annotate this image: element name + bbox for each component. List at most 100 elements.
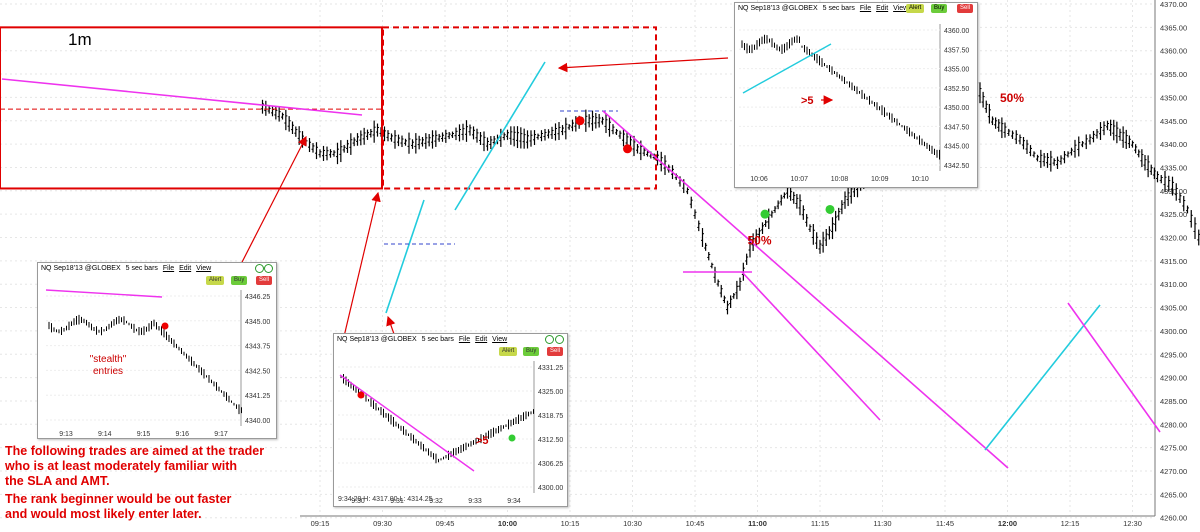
inset-caption: entries bbox=[93, 366, 123, 377]
y-tick-label: 4305.00 bbox=[1160, 304, 1187, 313]
trade-entry-dot bbox=[623, 144, 632, 154]
alert-button[interactable]: Alert bbox=[906, 4, 925, 13]
menu-view[interactable]: View bbox=[196, 265, 212, 272]
inset-titlebar[interactable]: NQ Sep18'13 @GLOBEX 5 sec bars File Edit… bbox=[334, 334, 567, 346]
bar-size-label[interactable]: 5 sec bars bbox=[421, 336, 454, 343]
inset-y-tick: 4325.00 bbox=[538, 389, 563, 396]
x-tick-label: 09:45 bbox=[436, 519, 455, 528]
magenta-trendline bbox=[339, 374, 475, 472]
menu-view[interactable]: View bbox=[893, 5, 909, 12]
menu-file[interactable]: File bbox=[458, 336, 471, 343]
breakout-range-box bbox=[382, 26, 657, 190]
pointer-arrow bbox=[557, 57, 729, 73]
menu-edit[interactable]: Edit bbox=[876, 5, 889, 12]
note-line: The rank beginner would be out faster bbox=[5, 492, 232, 506]
trade-entry-dot bbox=[357, 391, 365, 399]
note-line: The following trades are aimed at the tr… bbox=[5, 444, 265, 458]
bar-size-label[interactable]: 5 sec bars bbox=[125, 265, 158, 272]
y-tick-label: 4315.00 bbox=[1160, 257, 1187, 266]
y-tick-label: 4365.00 bbox=[1160, 23, 1187, 32]
inset-chart-middle[interactable]: NQ Sep18'13 @GLOBEX 5 sec bars File Edit… bbox=[333, 333, 568, 507]
instrument-label: NQ Sep18'13 @GLOBEX bbox=[738, 5, 818, 12]
inset-y-tick: 4318.75 bbox=[538, 413, 563, 420]
link-green-icon[interactable] bbox=[555, 335, 564, 344]
link-green-icon[interactable] bbox=[255, 264, 264, 273]
x-tick-label: 12:30 bbox=[1123, 519, 1142, 528]
inset-x-tick: 9:15 bbox=[137, 431, 151, 438]
cyan-trendline bbox=[742, 43, 832, 94]
menu-edit[interactable]: Edit bbox=[475, 336, 488, 343]
inset-y-tick: 4331.25 bbox=[538, 365, 563, 372]
annotation-label: 50% bbox=[1000, 91, 1024, 105]
inset-y-tick: 4346.25 bbox=[245, 294, 270, 301]
x-tick-label: 10:30 bbox=[623, 519, 642, 528]
trader-note: The following trades are aimed at the tr… bbox=[5, 444, 264, 522]
y-tick-label: 4350.00 bbox=[1160, 93, 1187, 102]
trade-entry-dot bbox=[760, 209, 770, 219]
inset-x-tick: 9:17 bbox=[214, 431, 228, 438]
inset-y-tick: 4343.75 bbox=[245, 344, 270, 351]
sell-button[interactable]: Sell bbox=[256, 276, 273, 285]
inset-y-tick: 4342.50 bbox=[944, 163, 969, 170]
note-line: who is at least moderately familiar with bbox=[5, 459, 238, 473]
magenta-trendline bbox=[602, 110, 1009, 469]
menu-file[interactable]: File bbox=[859, 5, 872, 12]
sell-button[interactable]: Sell bbox=[547, 347, 564, 356]
buy-button[interactable]: Buy bbox=[523, 347, 540, 356]
inset-caption: "stealth" bbox=[90, 354, 127, 365]
x-tick-label: 10:45 bbox=[686, 519, 705, 528]
buy-button[interactable]: Buy bbox=[931, 4, 948, 13]
y-tick-label: 4265.00 bbox=[1160, 490, 1187, 499]
x-tick-label: 11:30 bbox=[873, 519, 891, 528]
trade-entry-dot bbox=[161, 322, 169, 330]
alert-button[interactable]: Alert bbox=[499, 347, 518, 356]
inset-x-tick: 9:16 bbox=[175, 431, 189, 438]
inset-chart-right[interactable]: NQ Sep18'13 @GLOBEX 5 sec bars File Edit… bbox=[734, 2, 978, 188]
instrument-label: NQ Sep18'13 @GLOBEX bbox=[41, 265, 121, 272]
menu-view[interactable]: View bbox=[492, 336, 508, 343]
y-tick-label: 4345.00 bbox=[1160, 117, 1187, 126]
y-tick-label: 4295.00 bbox=[1160, 350, 1187, 359]
link-green-icon[interactable] bbox=[545, 335, 554, 344]
magenta-trendline bbox=[45, 289, 163, 298]
magenta-trendline bbox=[1067, 302, 1161, 433]
menu-file[interactable]: File bbox=[162, 265, 175, 272]
bar-size-label[interactable]: 5 sec bars bbox=[822, 5, 855, 12]
inset-middle-plot: 4331.25 4325.00 4318.75 4312.50 4306.25 4300.… bbox=[338, 361, 563, 505]
inset-titlebar[interactable]: NQ Sep18'13 @GLOBEX 5 sec bars File Edit… bbox=[735, 3, 977, 15]
link-green-icon[interactable] bbox=[264, 264, 273, 273]
y-tick-label: 4310.00 bbox=[1160, 280, 1187, 289]
inset-x-tick: 9:13 bbox=[59, 431, 73, 438]
inset-toolbar: Alert Buy Sell bbox=[38, 275, 276, 286]
y-tick-label: 4270.00 bbox=[1160, 467, 1187, 476]
x-tick-label: 12:00 bbox=[998, 519, 1017, 528]
cyan-trendline bbox=[984, 304, 1101, 451]
y-tick-label: 4330.00 bbox=[1160, 187, 1187, 196]
trade-entry-dot bbox=[825, 204, 835, 214]
menu-edit[interactable]: Edit bbox=[179, 265, 192, 272]
x-tick-label: 11:15 bbox=[811, 519, 829, 528]
x-axis: 09:15 09:30 09:45 10:00 10:15 10:30 10:45 11:00… bbox=[300, 515, 1155, 528]
inset-y-tick: 4312.50 bbox=[538, 437, 563, 444]
inset-y-tick: 4347.50 bbox=[944, 124, 969, 131]
inset-right-plot: 4360.00 4357.50 4355.00 4352.50 4350.00 4347.… bbox=[739, 24, 969, 183]
inset-titlebar[interactable]: NQ Sep18'13 @GLOBEX 5 sec bars File Edit… bbox=[38, 263, 276, 275]
inset-y-tick: 4352.50 bbox=[944, 86, 969, 93]
y-tick-label: 4300.00 bbox=[1160, 327, 1187, 336]
annotation-label: >5 bbox=[801, 95, 814, 107]
y-tick-label: 4280.00 bbox=[1160, 420, 1187, 429]
inset-y-tick: 4306.25 bbox=[538, 461, 563, 468]
inset-status: 9:34:20 H: 4317.00 L: 4314.25 bbox=[338, 496, 433, 503]
y-tick-label: 4340.00 bbox=[1160, 140, 1187, 149]
inset-chart-left[interactable]: NQ Sep18'13 @GLOBEX 5 sec bars File Edit… bbox=[37, 262, 277, 439]
inset-y-tick: 4345.00 bbox=[944, 144, 969, 151]
alert-button[interactable]: Alert bbox=[206, 276, 225, 285]
buy-button[interactable]: Buy bbox=[231, 276, 248, 285]
inset-x-tick: 10:10 bbox=[911, 176, 929, 183]
x-tick-label: 09:30 bbox=[373, 519, 392, 528]
y-tick-label: 4290.00 bbox=[1160, 374, 1187, 383]
inset-x-tick: 9:14 bbox=[98, 431, 112, 438]
sell-button[interactable]: Sell bbox=[957, 4, 974, 13]
inset-y-tick: 4360.00 bbox=[944, 28, 969, 35]
inset-x-tick: 9:30 bbox=[351, 498, 365, 505]
